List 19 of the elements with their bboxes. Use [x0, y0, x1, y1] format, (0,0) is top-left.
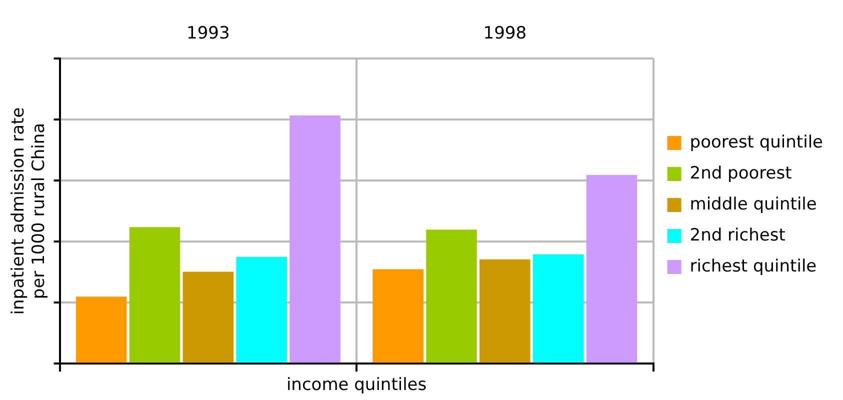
- bar: [129, 227, 180, 363]
- x-tick-label: 1998: [483, 24, 527, 44]
- y-axis-title: inpatient admission rate per 1000 rural China: [8, 107, 50, 315]
- bar: [532, 254, 584, 363]
- x-axis-title: income quintiles: [286, 375, 427, 396]
- legend-label: 2nd poorest: [690, 163, 792, 184]
- bar: [372, 269, 424, 363]
- bar: [426, 230, 477, 363]
- legend-label: middle quintile: [690, 194, 817, 214]
- bar: [76, 296, 127, 363]
- legend-label: poorest quintile: [690, 132, 824, 152]
- bar: [236, 256, 287, 363]
- bar: [480, 259, 530, 363]
- legend-label: 2nd richest: [690, 225, 786, 246]
- bar: [182, 272, 234, 363]
- legend-label: richest quintile: [690, 256, 817, 276]
- x-tick-label: 1993: [186, 24, 230, 44]
- bar: [290, 115, 340, 363]
- bar: [586, 175, 638, 363]
